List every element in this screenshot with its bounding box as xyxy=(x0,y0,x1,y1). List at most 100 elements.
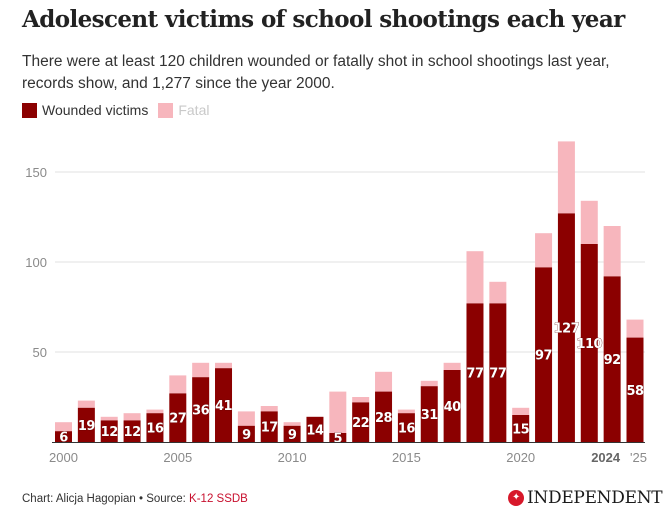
bar-fatal-2021 xyxy=(535,233,553,268)
bar-wounded-2006 xyxy=(192,377,210,442)
x-tick-label-2000: 2000 xyxy=(49,450,78,465)
source-link[interactable]: K-12 SSDB xyxy=(189,493,248,505)
x-tick-label-2015: 2015 xyxy=(392,450,421,465)
data-label-2001: 19 xyxy=(78,419,96,434)
bar-wounded-2002 xyxy=(100,420,118,442)
bar-wounded-2020 xyxy=(512,415,530,442)
data-label-2015: 16 xyxy=(398,422,416,437)
data-label-2020: 15 xyxy=(512,423,530,438)
x-tick-label-2025: '25 xyxy=(630,450,647,465)
legend-swatch-wounded xyxy=(22,102,37,118)
bar-wounded-2021 xyxy=(535,267,553,442)
bar-wounded-2000 xyxy=(55,431,72,442)
x-tick-label-2010: 2010 xyxy=(278,450,307,465)
bar-fatal-2002 xyxy=(100,416,118,421)
bar-wounded-2001 xyxy=(77,407,95,442)
bar-fatal-2017 xyxy=(443,362,461,370)
legend-label-wounded: Wounded victims xyxy=(42,102,149,118)
bar-fatal-2020 xyxy=(512,407,530,415)
bar-wounded-2008 xyxy=(237,425,255,442)
data-label-2009: 17 xyxy=(261,421,279,436)
x-tick-label-2024: 2024 xyxy=(591,450,621,465)
bar-wounded-2013 xyxy=(352,402,370,442)
brand-name: INDEPENDENT xyxy=(527,488,663,508)
bar-wounded-2016 xyxy=(420,386,438,442)
data-label-2025: 58 xyxy=(626,384,644,399)
bar-fatal-2007 xyxy=(215,362,233,369)
bar-fatal-2005 xyxy=(169,375,187,394)
data-label-2003: 12 xyxy=(124,425,141,440)
bar-fatal-2012 xyxy=(329,391,347,433)
legend-label-fatal: Fatal xyxy=(178,102,210,118)
bar-fatal-2024 xyxy=(603,226,621,277)
bar-fatal-2006 xyxy=(192,362,210,378)
bar-fatal-2016 xyxy=(420,380,438,387)
y-tick-label-150: 150 xyxy=(25,165,47,180)
bar-wounded-2005 xyxy=(169,393,187,442)
bar-fatal-2022 xyxy=(557,141,575,214)
bar-fatal-2018 xyxy=(466,251,484,304)
data-label-2008: 9 xyxy=(242,428,251,443)
bar-fatal-2019 xyxy=(489,281,507,304)
chart-credit: Chart: Alicja Hagopian xyxy=(22,493,136,505)
bar-fatal-2010 xyxy=(283,422,301,426)
x-tick-label-2020: 2020 xyxy=(506,450,535,465)
legend-swatch-fatal xyxy=(158,102,174,118)
data-label-2004: 16 xyxy=(146,422,164,437)
bars xyxy=(55,141,644,442)
bar-wounded-2018 xyxy=(466,303,484,442)
bar-fatal-2009 xyxy=(260,406,278,412)
data-label-2007: 41 xyxy=(215,399,233,414)
source-prefix: Source: xyxy=(146,493,190,505)
data-label-2017: 40 xyxy=(444,400,462,415)
data-label-2000: 6 xyxy=(59,431,68,446)
bar-fatal-2003 xyxy=(123,413,141,421)
bar-fatal-2000 xyxy=(55,422,72,432)
legend-item-fatal[interactable]: Fatal xyxy=(158,102,209,118)
data-label-2023: 110 xyxy=(576,337,602,352)
legend-item-wounded[interactable]: Wounded victims xyxy=(22,102,148,118)
chart-title: Adolescent victims of school shootings e… xyxy=(22,6,625,33)
data-label-2016: 31 xyxy=(421,408,439,423)
bar-fatal-2025 xyxy=(626,319,644,338)
data-label-2012: 5 xyxy=(334,432,343,447)
bar-wounded-2009 xyxy=(260,411,278,442)
brand-logo: ✦ INDEPENDENT xyxy=(508,488,663,508)
bar-wounded-2023 xyxy=(580,244,598,442)
data-label-2013: 22 xyxy=(352,416,369,431)
footer-credit: Chart: Alicja Hagopian • Source: K-12 SS… xyxy=(22,493,248,505)
bar-wounded-2022 xyxy=(557,213,575,442)
bar-wounded-2004 xyxy=(146,413,164,442)
bar-wounded-2007 xyxy=(215,368,233,442)
bar-wounded-2025 xyxy=(626,337,644,442)
data-label-2010: 9 xyxy=(288,428,297,443)
bar-wounded-2012 xyxy=(329,433,347,442)
bar-wounded-2024 xyxy=(603,276,621,442)
bar-wounded-2014 xyxy=(375,391,393,442)
y-tick-label-100: 100 xyxy=(25,255,47,270)
eagle-logo-icon: ✦ xyxy=(508,490,524,506)
bar-wounded-2019 xyxy=(489,303,507,442)
x-tick-label-2005: 2005 xyxy=(163,450,192,465)
bar-wounded-2017 xyxy=(443,370,461,442)
x-axis: 2000 2005 2010 2015 2020 2024 '25 xyxy=(49,442,647,465)
data-labels: 6 19 12 12 16 27 36 41 9 17 9 14 5 22 28 16 31 40 77 77 15 97… xyxy=(59,321,645,447)
data-label-2006: 36 xyxy=(192,404,210,419)
bar-wounded-2003 xyxy=(123,420,141,442)
bar-fatal-2001 xyxy=(77,400,95,408)
bar-fatal-2004 xyxy=(146,409,164,414)
bar-fatal-2008 xyxy=(237,411,255,426)
bar-fatal-2014 xyxy=(375,371,393,392)
bar-fatal-2023 xyxy=(580,200,598,244)
chart-subtitle: There were at least 120 children wounded… xyxy=(22,53,610,92)
data-label-2014: 28 xyxy=(375,411,393,426)
data-label-2019: 77 xyxy=(489,367,507,382)
data-label-2018: 77 xyxy=(466,367,484,382)
data-label-2022: 127 xyxy=(554,322,580,337)
bar-fatal-2013 xyxy=(352,397,370,403)
bar-wounded-2010 xyxy=(283,425,301,442)
bar-fatal-2015 xyxy=(397,409,415,414)
legend: Wounded victims Fatal xyxy=(22,102,219,118)
separator: • xyxy=(135,493,147,505)
